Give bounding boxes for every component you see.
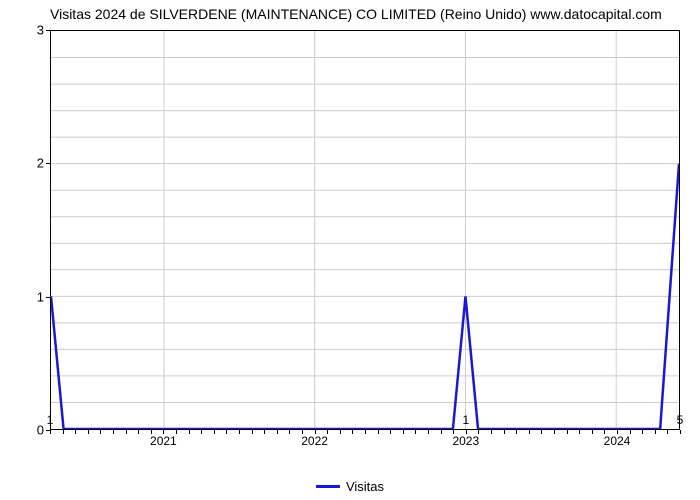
x-minor-tick xyxy=(655,430,656,434)
x-minor-tick xyxy=(365,430,366,434)
x-minor-tick xyxy=(352,430,353,434)
x-minor-tick xyxy=(100,430,101,434)
chart-container: Visitas 2024 de SILVERDENE (MAINTENANCE)… xyxy=(0,0,700,500)
plot-area xyxy=(50,30,680,430)
x-minor-tick xyxy=(264,430,265,434)
legend-swatch xyxy=(316,485,340,488)
y-tick xyxy=(46,163,50,164)
x-minor-tick xyxy=(428,430,429,434)
x-minor-tick xyxy=(151,430,152,434)
y-tick-label: 3 xyxy=(37,23,44,38)
x-minor-tick xyxy=(289,430,290,434)
x-minor-tick xyxy=(415,430,416,434)
x-minor-tick xyxy=(667,430,668,434)
y-tick-label: 0 xyxy=(37,423,44,438)
chart-svg xyxy=(51,31,679,429)
x-minor-tick xyxy=(214,430,215,434)
x-minor-tick xyxy=(541,430,542,434)
x-minor-tick xyxy=(315,430,316,434)
x-minor-tick xyxy=(327,430,328,434)
x-minor-tick xyxy=(378,430,379,434)
legend: Visitas xyxy=(316,479,384,494)
x-year-label: 2023 xyxy=(452,434,479,448)
x-year-label: 2021 xyxy=(150,434,177,448)
x-year-label: 2022 xyxy=(301,434,328,448)
legend-label: Visitas xyxy=(346,479,384,494)
x-minor-tick xyxy=(189,430,190,434)
x-minor-tick xyxy=(163,430,164,434)
x-minor-tick xyxy=(403,430,404,434)
x-minor-tick xyxy=(478,430,479,434)
x-minor-tick xyxy=(554,430,555,434)
x-minor-tick xyxy=(604,430,605,434)
x-value-label: 1 xyxy=(47,413,54,427)
x-minor-tick xyxy=(75,430,76,434)
x-minor-tick xyxy=(138,430,139,434)
x-minor-tick xyxy=(63,430,64,434)
x-minor-tick xyxy=(466,430,467,434)
x-minor-tick xyxy=(680,430,681,434)
x-minor-tick xyxy=(340,430,341,434)
y-tick-label: 2 xyxy=(37,156,44,171)
x-minor-tick xyxy=(239,430,240,434)
x-minor-tick xyxy=(453,430,454,434)
chart-title: Visitas 2024 de SILVERDENE (MAINTENANCE)… xyxy=(50,6,662,22)
y-tick xyxy=(46,30,50,31)
x-minor-tick xyxy=(441,430,442,434)
x-minor-tick xyxy=(277,430,278,434)
y-tick xyxy=(46,297,50,298)
x-minor-tick xyxy=(50,430,51,434)
x-minor-tick xyxy=(579,430,580,434)
x-minor-tick xyxy=(617,430,618,434)
x-minor-tick xyxy=(567,430,568,434)
x-minor-tick xyxy=(252,430,253,434)
x-minor-tick xyxy=(226,430,227,434)
x-minor-tick xyxy=(504,430,505,434)
x-minor-tick xyxy=(529,430,530,434)
x-minor-tick xyxy=(592,430,593,434)
x-minor-tick xyxy=(88,430,89,434)
y-tick xyxy=(46,430,50,431)
x-minor-tick xyxy=(390,430,391,434)
x-minor-tick xyxy=(491,430,492,434)
x-minor-tick xyxy=(201,430,202,434)
x-minor-tick xyxy=(113,430,114,434)
x-minor-tick xyxy=(126,430,127,434)
x-minor-tick xyxy=(516,430,517,434)
y-tick-label: 1 xyxy=(37,289,44,304)
x-minor-tick xyxy=(176,430,177,434)
x-minor-tick xyxy=(302,430,303,434)
x-minor-tick xyxy=(642,430,643,434)
x-value-label: 1 xyxy=(462,413,469,427)
x-year-label: 2024 xyxy=(604,434,631,448)
x-minor-tick xyxy=(630,430,631,434)
x-value-label: 5 xyxy=(677,413,684,427)
